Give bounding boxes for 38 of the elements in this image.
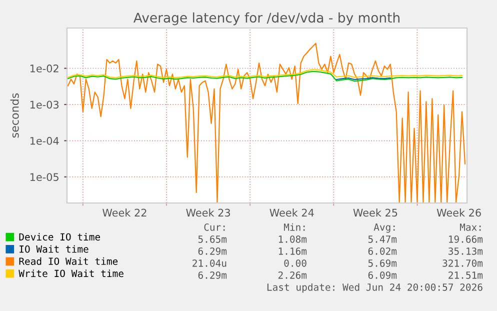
- line-series: [67, 69, 463, 78]
- text: 6.29m: [198, 271, 227, 279]
- text: Avg:: [374, 224, 395, 233]
- legend-label: Device IO time: [19, 233, 100, 241]
- text: 1.16m: [278, 247, 307, 255]
- y-tick-label: 1e-04: [30, 136, 59, 145]
- text: 2.26m: [278, 271, 307, 279]
- text: Max:: [460, 224, 481, 231]
- text: 321.70m: [442, 259, 483, 267]
- x-tick-label: Week 25: [353, 208, 398, 217]
- y-tick-label: 1e-05: [30, 173, 58, 181]
- text: 6.29m: [198, 247, 227, 255]
- legend-label: Write IO Wait time: [18, 270, 124, 278]
- text: Cur:: [204, 223, 225, 231]
- x-tick-label: Week 24: [270, 208, 314, 217]
- text: 0.00: [284, 259, 306, 267]
- text: 21.04u: [192, 259, 226, 267]
- line-series: [67, 70, 463, 82]
- text: 21.51m: [448, 271, 483, 279]
- legend-label: IO Wait time: [20, 245, 88, 253]
- text: 6.09m: [368, 271, 397, 279]
- text: 5.65m: [198, 235, 227, 243]
- y-tick-label: 1e-02: [30, 64, 58, 72]
- text: 1.08m: [278, 235, 307, 243]
- text: 5.47m: [368, 236, 397, 243]
- text: 19.66m: [449, 235, 483, 243]
- text: 5.69m: [368, 259, 397, 267]
- chart-title: Average latency for /dev/vda - by month: [134, 12, 400, 26]
- y-tick-label: 1e-03: [30, 100, 59, 109]
- legend-label: Read IO Wait time: [19, 257, 118, 265]
- x-tick-label: Week 22: [102, 208, 146, 217]
- x-tick-label: Week 23: [186, 208, 230, 217]
- text: Min:: [284, 223, 305, 231]
- y-axis-title: seconds: [10, 93, 19, 138]
- text: Last update: Wed Jun 24 20:00:57 2026: [267, 283, 482, 293]
- text: 6.02m: [368, 247, 397, 255]
- text: 35.13m: [448, 247, 483, 255]
- x-tick-label: Week 26: [436, 208, 481, 217]
